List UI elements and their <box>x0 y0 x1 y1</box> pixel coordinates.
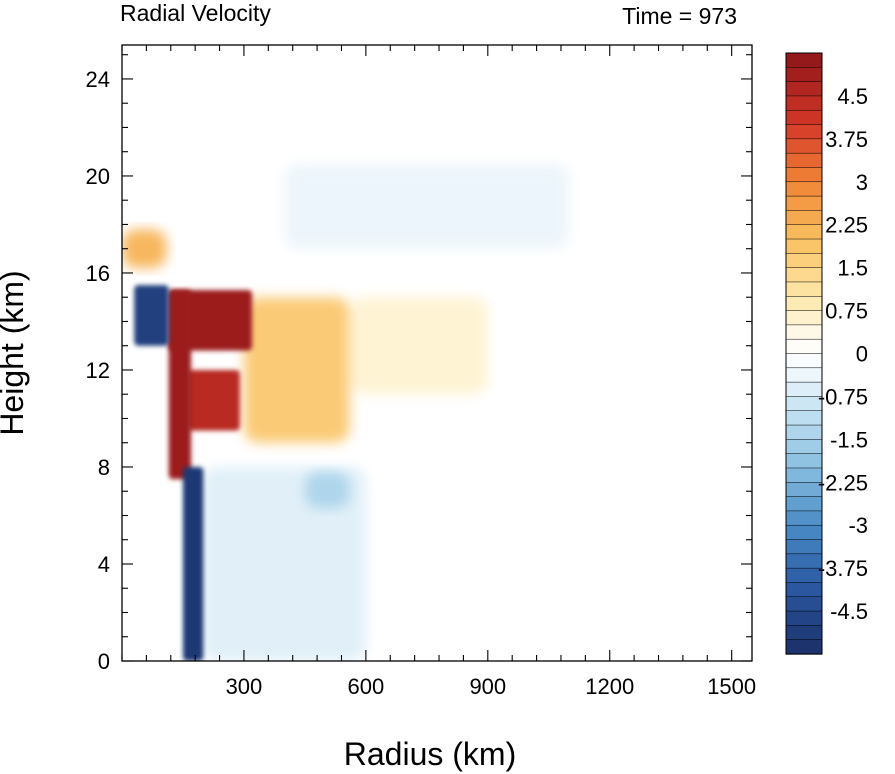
field-outflow-upper-inner <box>122 229 167 269</box>
x-tick-label: 300 <box>226 674 263 699</box>
colorbar-box <box>785 324 823 340</box>
colorbar-box <box>785 610 823 627</box>
colorbar-box <box>785 310 823 326</box>
colorbar-box <box>785 296 823 312</box>
colorbar-box <box>785 338 823 355</box>
colorbar-box <box>785 582 823 598</box>
y-axis: 0 4 8 12 16 20 24 <box>86 54 752 674</box>
velocity-field <box>122 45 752 661</box>
colorbar-label: -2.25 <box>818 470 868 495</box>
colorbar-label: 0 <box>856 342 868 367</box>
colorbar-box <box>785 124 823 140</box>
y-tick-label: 24 <box>86 67 110 92</box>
colorbar-label: 3 <box>856 170 868 195</box>
y-tick-label: 12 <box>86 358 110 383</box>
colorbar-box <box>785 281 823 297</box>
colorbar-box <box>785 253 823 269</box>
colorbar-box <box>785 567 823 584</box>
colorbar-box <box>785 467 823 483</box>
x-tick-label: 1500 <box>707 674 756 699</box>
colorbar-box <box>785 439 823 455</box>
field-outflow-column-inner <box>168 289 192 480</box>
field-inflow-mid-patch <box>304 471 350 509</box>
colorbar-box <box>785 639 823 655</box>
x-tick-label: 600 <box>348 674 385 699</box>
colorbar-label: -0.75 <box>818 384 868 409</box>
colorbar-label: 0.75 <box>825 299 868 324</box>
field-inflow-upper-diffuse <box>284 163 570 249</box>
colorbar-box <box>785 410 823 426</box>
y-tick-label: 0 <box>98 649 110 674</box>
colorbar-box <box>785 496 823 512</box>
colorbar-box <box>785 625 823 641</box>
colorbar-box <box>785 109 823 126</box>
y-tick-label: 16 <box>86 261 110 286</box>
colorbar-box <box>785 482 823 498</box>
y-tick-label: 8 <box>98 455 110 480</box>
y-tick-label: 4 <box>98 552 110 577</box>
colorbar-box <box>785 238 823 254</box>
colorbar-box <box>785 224 823 240</box>
x-axis: 300 600 900 1200 1500 <box>121 45 756 699</box>
colorbar-box <box>785 424 823 441</box>
y-axis-label: Height (km) <box>0 270 30 435</box>
colorbar: 4.5 3.75 3 2.25 1.5 0.75 0 -0.75 -1.5 -2.25 -3 -3.7… <box>785 52 868 655</box>
colorbar-box <box>785 539 823 555</box>
colorbar-box <box>785 210 823 226</box>
time-label: Time = 973 <box>622 3 737 29</box>
colorbar-box <box>785 67 823 83</box>
colorbar-box <box>785 95 823 111</box>
colorbar-label: 3.75 <box>825 127 868 152</box>
colorbar-label: -4.5 <box>830 599 868 624</box>
plot-frame <box>121 44 753 662</box>
colorbar-box <box>785 524 823 541</box>
field-inflow-eyewall <box>182 466 204 661</box>
colorbar-box <box>785 353 823 369</box>
field-outflow-core-mid <box>187 369 240 431</box>
field-outflow-broad-upper <box>243 297 350 443</box>
colorbar-box <box>785 81 823 97</box>
colorbar-box <box>785 381 823 398</box>
colorbar-label: 1.5 <box>837 256 868 281</box>
colorbar-label: -3 <box>848 513 868 538</box>
plot-title: Radial Velocity <box>120 0 271 26</box>
colorbar-box <box>785 52 823 68</box>
x-tick-label: 1200 <box>585 674 634 699</box>
field-inflow-upper-inner <box>134 285 169 346</box>
colorbar-box <box>785 181 823 197</box>
colorbar-label: 4.5 <box>837 84 868 109</box>
plot-border <box>121 44 753 662</box>
colorbar-box <box>785 195 823 212</box>
field-inflow-lower-broad <box>203 466 366 661</box>
colorbar-label: -3.75 <box>818 556 868 581</box>
field-outflow-faint <box>349 297 488 395</box>
colorbar-box <box>785 167 823 183</box>
colorbar-box <box>785 453 823 469</box>
x-axis-label: Radius (km) <box>344 736 516 772</box>
colorbar-box <box>785 396 823 412</box>
colorbar-label: -1.5 <box>830 427 868 452</box>
colorbar-box <box>785 596 823 612</box>
colorbar-box <box>785 152 823 169</box>
colorbar-border <box>785 52 823 655</box>
y-tick-label: 20 <box>86 164 110 189</box>
colorbar-box <box>785 367 823 383</box>
colorbar-label: 2.25 <box>825 213 868 238</box>
colorbar-box <box>785 138 823 154</box>
colorbar-box <box>785 553 823 569</box>
colorbar-box <box>785 267 823 283</box>
x-tick-label: 900 <box>469 674 506 699</box>
colorbar-box <box>785 510 823 526</box>
